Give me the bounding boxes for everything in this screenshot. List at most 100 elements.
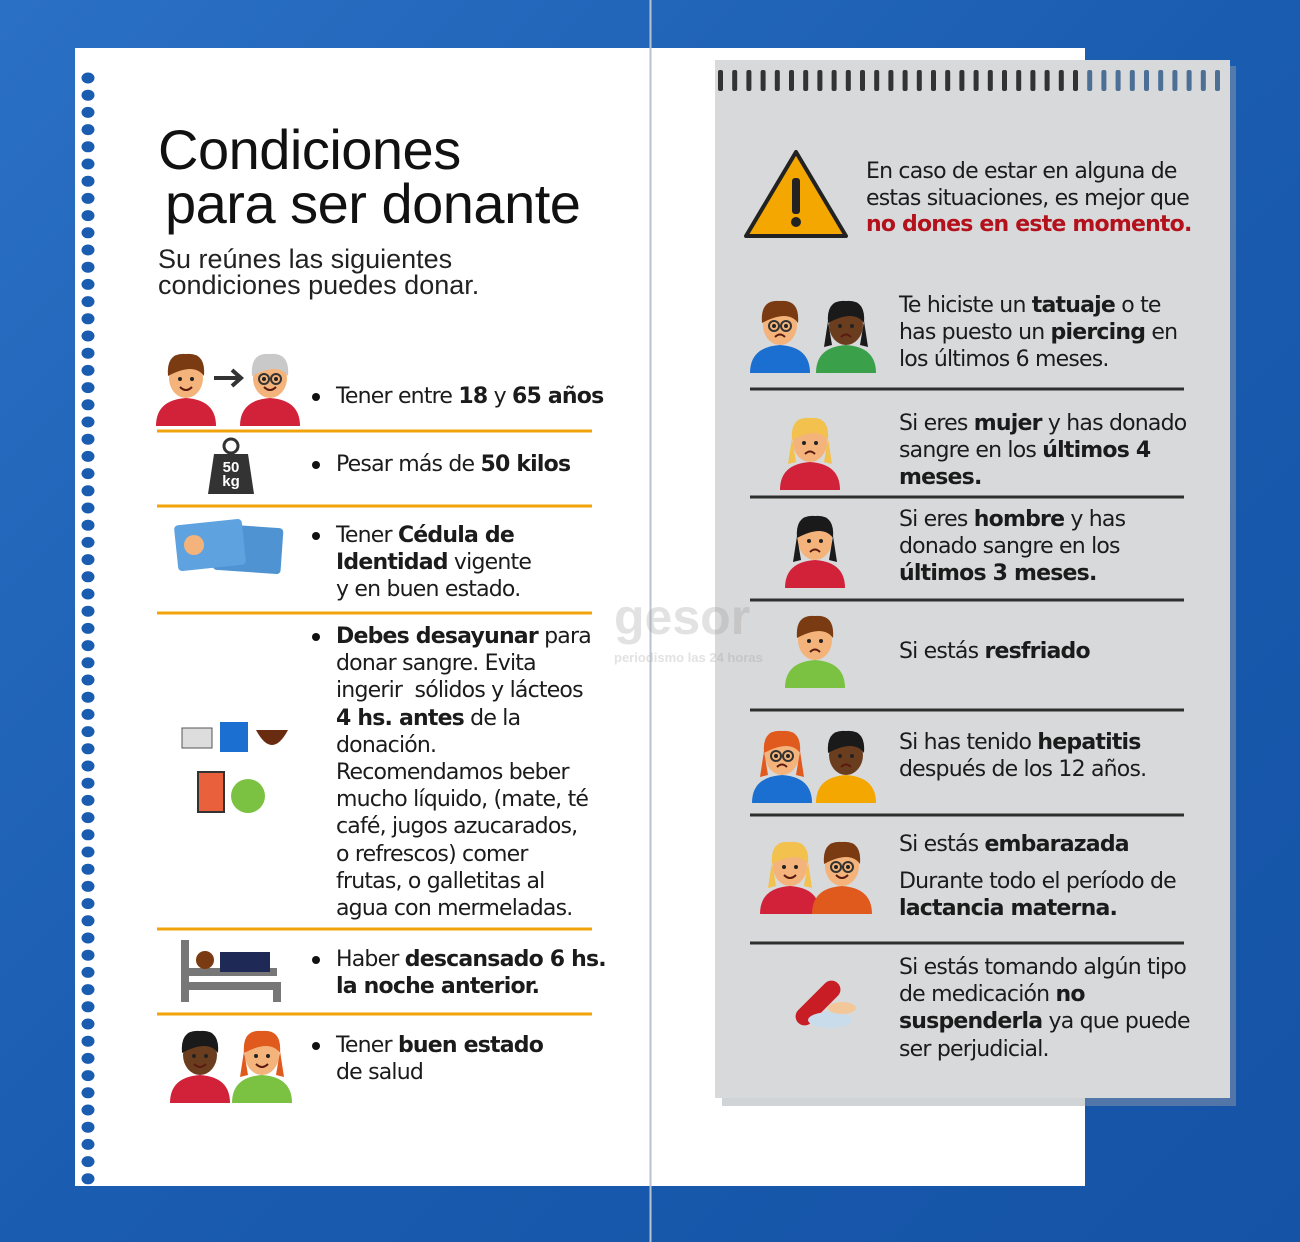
text-segment: Si has tenido <box>899 730 1038 755</box>
mouth <box>774 333 786 338</box>
spiral-hole <box>81 399 95 411</box>
spiral-hole <box>81 588 95 600</box>
spiral-ring <box>1002 70 1007 91</box>
spiral-hole <box>81 898 95 910</box>
eye <box>784 324 788 328</box>
spiral-ring <box>1115 70 1121 91</box>
spiral-hole <box>81 1121 95 1133</box>
eye <box>782 865 786 869</box>
text-line: café, jugos azucarados, <box>336 813 578 841</box>
text-segment: y has <box>1064 507 1126 532</box>
text-segment: Recomendamos beber <box>336 760 570 785</box>
text-line: Si estás embarazada <box>899 831 1130 859</box>
text-segment: mucho líquido, (mate, té <box>336 787 589 813</box>
text-segment: lactancia materna. <box>899 896 1118 921</box>
text-segment: has puesto un <box>899 320 1051 346</box>
glasses <box>830 861 842 873</box>
spiral-hole <box>81 141 95 153</box>
text-segment: no <box>1055 982 1086 1008</box>
text-segment: 50 kilos <box>480 452 571 477</box>
spiral-hole <box>81 227 95 239</box>
spiral-hole <box>81 330 95 342</box>
mug <box>220 722 248 752</box>
hair <box>251 353 289 376</box>
text-segment: ingerir sólidos y lácteos <box>336 678 584 704</box>
mouth <box>840 333 852 338</box>
spiral-hole <box>81 89 95 101</box>
spiral-hole <box>81 794 95 806</box>
text-segment: en <box>1145 320 1178 346</box>
warning-icon <box>744 150 848 238</box>
spiral-hole <box>81 1138 95 1150</box>
title-line: Condiciones <box>158 118 461 181</box>
shirt <box>760 886 820 914</box>
shirt <box>780 462 840 490</box>
weight-label: 50 <box>223 459 240 476</box>
shirt <box>232 1075 292 1103</box>
text-segment: últimos 4 <box>1042 438 1151 464</box>
spiral-ring <box>1186 70 1192 91</box>
bullet <box>312 956 320 964</box>
spiral-hole <box>81 777 95 789</box>
text-segment: de salud <box>336 1060 424 1086</box>
hair <box>796 515 834 538</box>
spiral-hole <box>81 829 95 841</box>
tablet <box>828 1002 856 1014</box>
spiral-ring <box>732 70 738 91</box>
exclamation <box>792 178 800 214</box>
spiral-hole <box>81 622 95 634</box>
exclamation-dot <box>791 217 801 227</box>
mouth <box>835 874 849 879</box>
person-icon <box>240 353 300 426</box>
hair <box>243 1030 281 1053</box>
spiral-ring <box>1158 70 1164 91</box>
spiral-hole <box>81 536 95 548</box>
person-icon <box>156 353 216 426</box>
text-segment: donar sangre. Evita <box>336 651 537 677</box>
watermark-tagline: periodismo las 24 horas <box>614 650 763 665</box>
spiral-hole <box>81 124 95 136</box>
spiral-hole <box>81 278 95 290</box>
text-line: últimos 3 meses. <box>899 560 1097 588</box>
text-line: Tener entre 18 y 65 años <box>336 383 604 411</box>
text-segment: después de los 12 años. <box>899 757 1147 783</box>
spiral-hole <box>81 1070 95 1082</box>
text-line: Si estás tomando algún tipo <box>899 954 1187 982</box>
spiral-hole <box>81 657 95 669</box>
text-segment: o refrescos) comer <box>336 841 528 867</box>
text-line: Si has tenido hepatitis <box>899 729 1141 757</box>
mouth <box>804 450 816 455</box>
text-segment: 65 años <box>511 384 604 409</box>
eye <box>838 324 842 328</box>
text-line: donado sangre en los <box>899 533 1121 561</box>
spiral-ring <box>987 70 993 91</box>
sleeper <box>196 951 214 969</box>
text-line: Tener buen estado <box>336 1032 544 1060</box>
text-segment: suspenderla <box>899 1009 1043 1035</box>
shirt <box>750 345 810 373</box>
spiral-hole <box>81 1173 95 1185</box>
text-line: has puesto un piercing en <box>899 319 1178 347</box>
eye <box>178 377 182 381</box>
text-line: frutas, o galletitas al <box>336 868 545 896</box>
text-line: donación. <box>336 732 437 760</box>
spiral-hole <box>81 106 95 118</box>
spiral-hole <box>81 674 95 686</box>
text-line: estas situaciones, es mejor que <box>866 185 1190 213</box>
eye <box>846 865 850 869</box>
spiral-ring <box>774 70 780 91</box>
person-icon <box>760 841 820 914</box>
text-segment: Tener <box>336 523 398 548</box>
text-segment: y has donado <box>1041 411 1187 436</box>
glasses <box>770 750 782 762</box>
spiral-hole <box>81 175 95 187</box>
spiral-hole <box>81 502 95 514</box>
text-segment: Cédula de <box>397 523 515 548</box>
hair <box>771 841 809 864</box>
spiral-hole <box>81 605 95 617</box>
eye <box>850 324 854 328</box>
weight-ring <box>222 437 240 455</box>
mouth <box>809 648 821 653</box>
eye <box>190 377 194 381</box>
text-segment: vigente <box>447 550 532 576</box>
